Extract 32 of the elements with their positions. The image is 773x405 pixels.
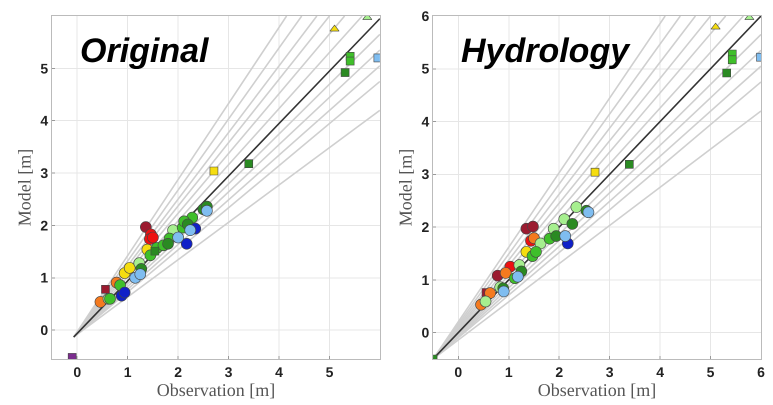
y-tick-label: 0 bbox=[421, 324, 430, 341]
x-axis-title: Observation [m] bbox=[538, 380, 656, 400]
y-tick-label: 1 bbox=[40, 270, 48, 286]
x-tick-label: 6 bbox=[757, 364, 766, 380]
x-tick-label: 4 bbox=[275, 364, 284, 380]
x-tick-label: 1 bbox=[124, 364, 132, 380]
y-tick-label: 5 bbox=[40, 60, 48, 76]
y-axis-title: Model [m] bbox=[14, 148, 35, 226]
y-tick-label: 2 bbox=[421, 218, 430, 235]
y-tick-label: 4 bbox=[40, 112, 48, 129]
y-tick-label: 2 bbox=[40, 217, 48, 234]
x-tick-label: 2 bbox=[555, 364, 564, 380]
y-tick-label: 0 bbox=[40, 322, 48, 338]
y-tick-label: 3 bbox=[40, 165, 48, 181]
x-tick-label: 1 bbox=[504, 364, 513, 380]
y-tick-label: 6 bbox=[421, 8, 430, 24]
y-tick-label: 3 bbox=[421, 166, 430, 182]
text: Original bbox=[80, 32, 210, 70]
y-axis-title: Model [m] bbox=[396, 148, 416, 226]
y-tick-label: 4 bbox=[421, 113, 430, 130]
x-tick-label: 2 bbox=[174, 364, 182, 380]
x-tick-label: 5 bbox=[326, 364, 334, 380]
y-tick-label: 1 bbox=[421, 272, 430, 288]
y-tick-label: 5 bbox=[421, 60, 430, 77]
text: Hydrology bbox=[461, 32, 632, 70]
x-tick-label: 3 bbox=[224, 364, 233, 380]
x-tick-label: 0 bbox=[73, 364, 82, 380]
x-tick-label: 3 bbox=[606, 364, 614, 380]
x-tick-label: 4 bbox=[656, 364, 664, 380]
x-tick-label: 0 bbox=[454, 364, 462, 380]
x-axis-title: Observation [m] bbox=[156, 380, 276, 400]
x-tick-label: 5 bbox=[706, 364, 715, 380]
